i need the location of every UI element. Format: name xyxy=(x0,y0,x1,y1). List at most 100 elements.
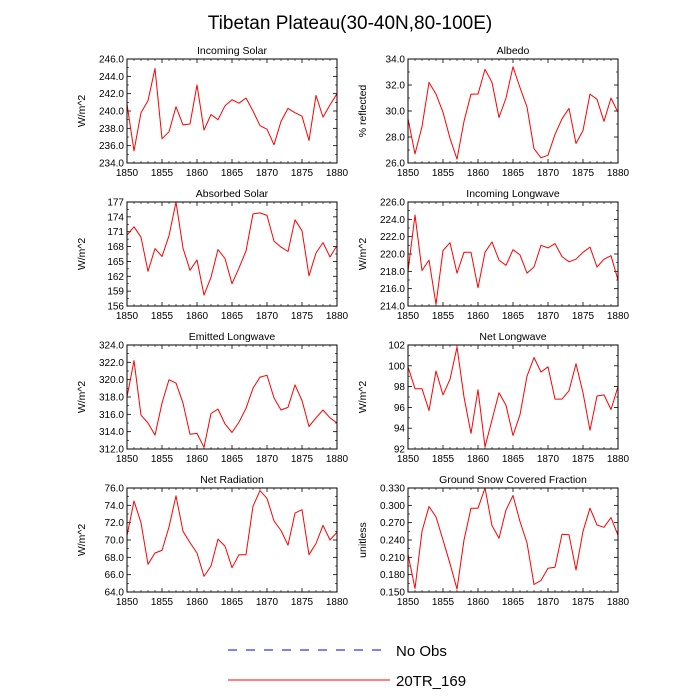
x-tick-label: 1865 xyxy=(221,454,244,465)
plot-frame xyxy=(126,487,338,593)
y-tick-label: 240.0 xyxy=(99,107,124,118)
x-tick-label: 1860 xyxy=(467,597,490,608)
y-axis-label: unitless xyxy=(357,522,369,558)
y-axis-label: W/m^2 xyxy=(357,381,369,414)
x-tick-label: 1870 xyxy=(537,454,560,465)
y-tick-label: 222.0 xyxy=(380,232,405,243)
y-tick-label: 64.0 xyxy=(105,588,125,599)
x-tick-label: 1865 xyxy=(502,168,525,179)
x-tick-label: 1870 xyxy=(256,597,279,608)
x-tick-label: 1880 xyxy=(607,311,630,322)
y-axis-label: W/m^2 xyxy=(76,238,88,271)
y-tick-label: 218.0 xyxy=(380,267,405,278)
y-tick-label: 165 xyxy=(107,257,124,268)
x-tick-label: 1860 xyxy=(186,597,209,608)
panel-8: Ground Snow Covered Fraction unitless 0.15… xyxy=(357,474,630,608)
series-line-20tr-169 xyxy=(126,68,338,152)
panel-title: Net Longwave xyxy=(479,331,546,343)
panel-7: Net Radiation W/m^2 64.0 66.0 68.0 70.0 72.0 74… xyxy=(76,474,349,608)
y-tick-label: 28.0 xyxy=(386,133,406,144)
y-tick-label: 0.300 xyxy=(380,501,405,512)
legend-label-20tr: 20TR_169 xyxy=(396,673,466,690)
y-tick-label: 216.0 xyxy=(380,284,405,295)
panel-4: Incoming Longwave W/m^2 214.0 216.0 218.0 220… xyxy=(357,188,630,322)
x-tick-label: 1875 xyxy=(572,454,595,465)
y-tick-label: 72.0 xyxy=(105,518,125,529)
x-tick-label: 1870 xyxy=(256,454,279,465)
figure-title: Tibetan Plateau(30-40N,80-100E) xyxy=(208,13,492,34)
y-tick-label: 100 xyxy=(388,361,405,372)
x-tick-label: 1855 xyxy=(432,168,455,179)
y-tick-label: 312.0 xyxy=(99,445,124,456)
x-tick-label: 1870 xyxy=(537,311,560,322)
y-tick-label: 236.0 xyxy=(99,141,124,152)
x-tick-label: 1880 xyxy=(326,454,349,465)
x-tick-label: 1880 xyxy=(607,454,630,465)
series-line-20tr-169 xyxy=(407,214,619,305)
x-tick-label: 1850 xyxy=(116,597,139,608)
y-tick-label: 316.0 xyxy=(99,410,124,421)
x-tick-label: 1855 xyxy=(151,454,174,465)
x-tick-label: 1860 xyxy=(186,168,209,179)
x-tick-label: 1875 xyxy=(291,454,314,465)
x-tick-label: 1875 xyxy=(291,311,314,322)
y-tick-label: 174 xyxy=(107,212,124,223)
x-tick-label: 1870 xyxy=(256,168,279,179)
panel-title: Incoming Longwave xyxy=(466,188,560,200)
panel-title: Albedo xyxy=(497,45,530,57)
y-tick-label: 226.0 xyxy=(380,198,405,209)
y-tick-label: 322.0 xyxy=(99,358,124,369)
y-tick-label: 0.240 xyxy=(380,536,405,547)
y-tick-label: 0.150 xyxy=(380,588,405,599)
x-tick-label: 1865 xyxy=(502,454,525,465)
x-tick-label: 1875 xyxy=(291,597,314,608)
x-tick-label: 1880 xyxy=(326,311,349,322)
y-tick-label: 34.0 xyxy=(386,55,406,66)
y-tick-label: 320.0 xyxy=(99,375,124,386)
y-tick-label: 162 xyxy=(107,272,124,283)
y-tick-label: 68.0 xyxy=(105,553,125,564)
panel-title: Incoming Solar xyxy=(197,45,268,57)
x-tick-label: 1865 xyxy=(502,597,525,608)
x-tick-label: 1880 xyxy=(607,597,630,608)
y-tick-label: 66.0 xyxy=(105,570,125,581)
y-axis-label: W/m^2 xyxy=(76,381,88,414)
series-line-20tr-169 xyxy=(126,201,338,296)
y-tick-label: 74.0 xyxy=(105,501,125,512)
y-tick-label: 0.180 xyxy=(380,570,405,581)
x-tick-label: 1855 xyxy=(432,311,455,322)
panel-title: Ground Snow Covered Fraction xyxy=(439,474,587,486)
x-tick-label: 1860 xyxy=(467,168,490,179)
panel-5: Emitted Longwave W/m^2 312.0 314.0 316.0 318.… xyxy=(76,331,349,465)
x-tick-label: 1855 xyxy=(432,454,455,465)
x-tick-label: 1870 xyxy=(537,168,560,179)
y-tick-label: 32.0 xyxy=(386,81,406,92)
x-tick-label: 1865 xyxy=(221,597,244,608)
y-tick-label: 96 xyxy=(394,403,406,414)
x-tick-label: 1865 xyxy=(221,311,244,322)
panel-title: Net Radiation xyxy=(200,474,264,486)
y-tick-label: 171 xyxy=(107,227,124,238)
y-axis-label: % reflected xyxy=(357,85,369,138)
x-tick-label: 1880 xyxy=(326,597,349,608)
series-line-20tr-169 xyxy=(407,487,619,590)
y-tick-label: 224.0 xyxy=(380,215,405,226)
y-tick-label: 156 xyxy=(107,302,124,313)
x-tick-label: 1855 xyxy=(151,168,174,179)
x-tick-label: 1850 xyxy=(116,454,139,465)
x-tick-label: 1850 xyxy=(397,597,420,608)
x-tick-label: 1875 xyxy=(572,168,595,179)
x-tick-label: 1860 xyxy=(467,311,490,322)
y-tick-label: 26.0 xyxy=(386,159,406,170)
y-tick-label: 318.0 xyxy=(99,393,124,404)
x-tick-label: 1860 xyxy=(186,311,209,322)
y-tick-label: 238.0 xyxy=(99,124,124,135)
x-tick-label: 1865 xyxy=(502,311,525,322)
y-tick-label: 94 xyxy=(394,424,406,435)
plot-frame xyxy=(407,344,619,450)
x-tick-label: 1870 xyxy=(537,597,560,608)
y-tick-label: 0.330 xyxy=(380,484,405,495)
panel-1: Incoming Solar W/m^2 234.0 236.0 238.0 240.0 2… xyxy=(76,45,349,179)
x-tick-label: 1875 xyxy=(291,168,314,179)
x-tick-label: 1855 xyxy=(151,311,174,322)
